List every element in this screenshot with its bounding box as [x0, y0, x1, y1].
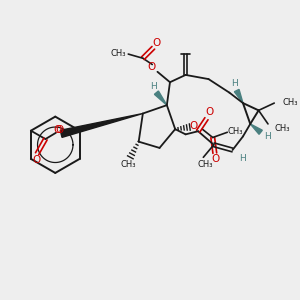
Text: CH₃: CH₃ — [121, 160, 136, 169]
Text: O: O — [55, 125, 63, 135]
Text: H: H — [231, 79, 238, 88]
Text: O: O — [54, 125, 62, 135]
Polygon shape — [60, 113, 143, 137]
Text: O: O — [32, 155, 40, 165]
Text: O: O — [147, 61, 155, 72]
Text: CH₃: CH₃ — [198, 160, 213, 169]
Polygon shape — [234, 89, 243, 103]
Text: H: H — [265, 132, 272, 141]
Text: O: O — [212, 154, 220, 164]
Text: CH₃: CH₃ — [228, 127, 243, 136]
Polygon shape — [154, 91, 167, 105]
Text: CH₃: CH₃ — [274, 124, 290, 133]
Text: CH₃: CH₃ — [110, 49, 126, 58]
Text: O: O — [152, 38, 160, 48]
Text: CH₃: CH₃ — [283, 98, 298, 106]
Polygon shape — [250, 124, 262, 134]
Text: H: H — [240, 154, 246, 163]
Text: O: O — [190, 121, 198, 131]
Text: H: H — [150, 82, 157, 91]
Text: O: O — [206, 107, 214, 118]
